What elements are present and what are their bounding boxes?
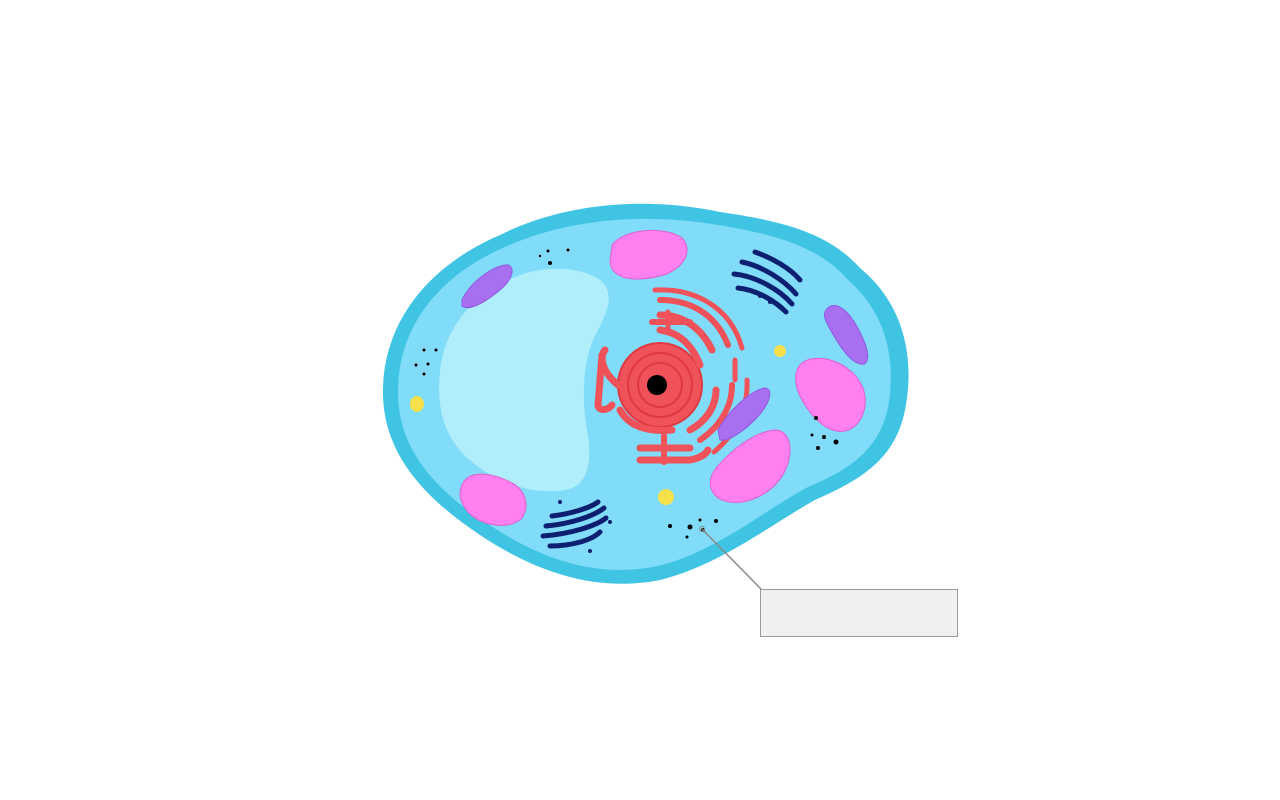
ribosomes-right	[810, 416, 839, 450]
leader-line	[701, 528, 762, 590]
granule-bottom	[658, 489, 674, 505]
mitochondrion-right	[795, 357, 866, 432]
vacuole	[439, 268, 609, 492]
lysosome-center-right	[717, 387, 771, 441]
ribosomes-left	[414, 348, 438, 376]
ribosomes-top	[538, 248, 570, 265]
lysosome-right	[823, 305, 869, 365]
mitochondrion-lower-right	[709, 429, 791, 503]
granule-left	[410, 396, 424, 412]
golgi-apparatus-bottom	[540, 499, 612, 553]
label-answer-box[interactable]	[760, 589, 958, 637]
nucleolus	[647, 375, 667, 395]
leader-line-endpoint	[699, 526, 705, 532]
mitochondrion-bottom-left	[459, 473, 527, 526]
mitochondrion-top	[609, 229, 688, 280]
granule-center-right	[774, 345, 786, 357]
lysosome-top-left	[461, 264, 513, 308]
golgi-apparatus-top-right	[731, 249, 803, 315]
